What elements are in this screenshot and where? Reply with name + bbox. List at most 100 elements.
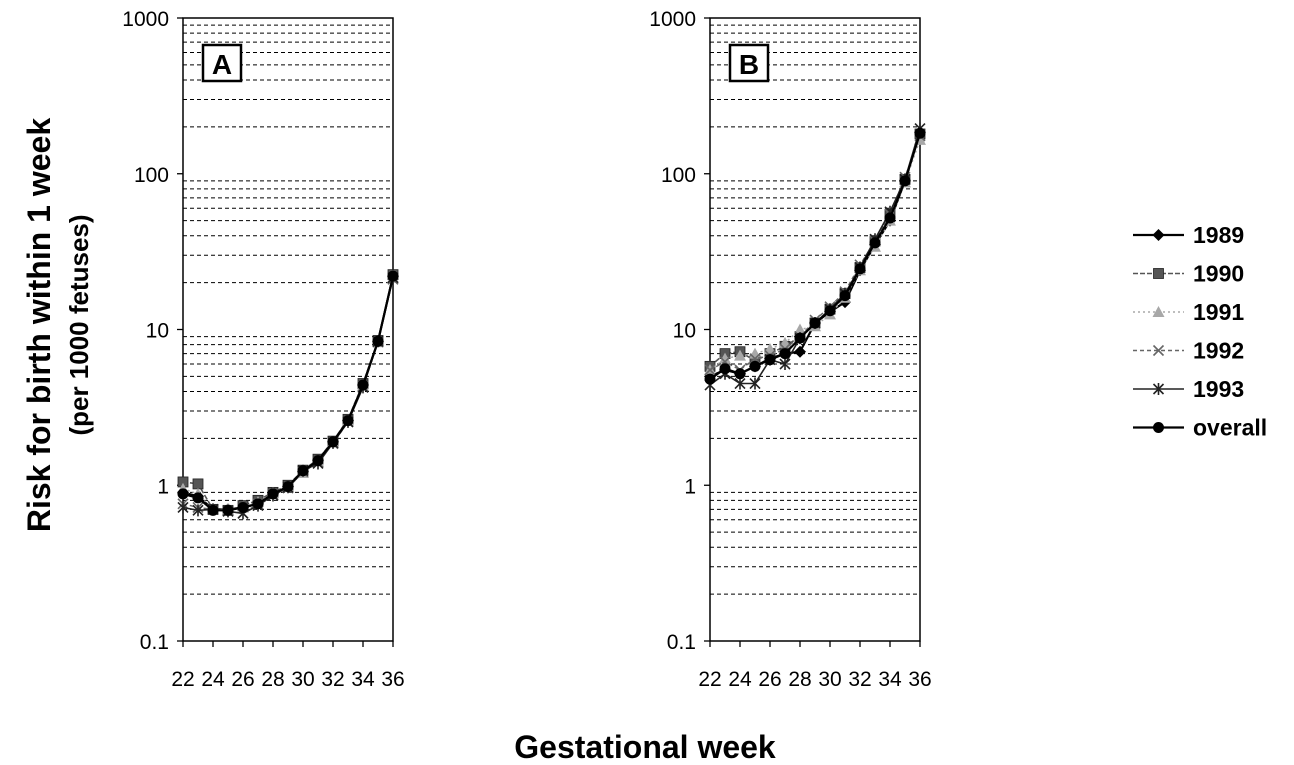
data-point-overall [357, 379, 369, 391]
data-point-overall [899, 175, 911, 187]
panel-label: B [739, 49, 759, 80]
y-tick-label: 0.1 [667, 631, 696, 654]
y-tick-label: 1000 [122, 8, 169, 31]
legend-label: overall [1193, 415, 1267, 441]
x-tick-label: 30 [291, 668, 314, 691]
legend-label: 1992 [1193, 338, 1244, 364]
data-point-overall [779, 348, 791, 360]
series-1989 [704, 126, 926, 383]
data-point-1990 [1153, 268, 1164, 279]
data-point-overall [372, 335, 384, 347]
x-tick-label: 28 [788, 668, 811, 691]
legend-entry-1993: 1993 [1133, 376, 1244, 402]
data-point-overall [192, 492, 204, 504]
x-tick-label: 32 [321, 668, 344, 691]
series-line-overall [709, 132, 922, 381]
x-tick-label: 24 [728, 668, 752, 691]
data-point-1992 [1152, 344, 1165, 357]
data-point-overall [282, 481, 294, 493]
data-point-overall [719, 363, 731, 375]
x-axis-title: Gestational week [514, 729, 776, 765]
y-tick-label: 10 [146, 320, 169, 343]
series-1991 [704, 133, 926, 375]
legend-label: 1991 [1193, 299, 1244, 325]
data-point-1993 [1152, 383, 1165, 395]
data-point-overall [207, 504, 219, 516]
x-tick-label: 22 [171, 668, 194, 691]
panel-tag: A [201, 43, 243, 83]
panel-tag: B [728, 43, 770, 83]
series-1989 [177, 270, 399, 516]
data-point-overall [327, 436, 339, 448]
x-tick-label: 32 [848, 668, 871, 691]
x-tick-label: 36 [381, 668, 404, 691]
legend-entry-1990: 1990 [1133, 261, 1244, 287]
series-line-1993 [182, 277, 394, 515]
y-axis-subtitle: (per 1000 fetuses) [64, 214, 94, 435]
data-point-1993 [779, 358, 791, 371]
series-line-1991 [182, 277, 394, 511]
data-point-1989 [794, 345, 806, 358]
legend-entry-1989: 1989 [1133, 222, 1244, 248]
data-point-overall [824, 305, 836, 317]
legend-entry-1991: 1991 [1133, 299, 1244, 325]
data-point-overall [237, 501, 249, 513]
panel-a: 0.1 1 10 100 1000 22 24 26 28 30 32 34 36 A [122, 8, 404, 691]
series-line-1990 [709, 133, 921, 367]
panel-label: A [212, 49, 232, 80]
data-point-overall [387, 270, 399, 282]
y-tick-label: 100 [134, 164, 169, 187]
data-point-overall [749, 360, 761, 372]
data-point-overall [177, 488, 189, 500]
data-point-overall [252, 498, 264, 510]
panel-b: 0.1 1 10 100 1000 22 24 26 28 30 32 34 36 B [649, 8, 931, 691]
series-1992 [704, 130, 926, 376]
data-point-overall [914, 127, 926, 139]
data-point-1993 [177, 501, 189, 514]
x-tick-label: 34 [878, 668, 902, 691]
data-point-1989 [1152, 229, 1165, 241]
series-1990 [177, 269, 399, 516]
data-point-overall [869, 237, 881, 249]
data-point-overall [1153, 422, 1164, 433]
data-point-1991 [764, 342, 776, 354]
data-point-1991 [734, 349, 746, 361]
data-point-overall [297, 465, 309, 477]
y-tick-label: 1 [684, 475, 696, 498]
x-tick-label: 28 [261, 668, 284, 691]
data-point-overall [794, 332, 806, 344]
series-line-1992 [709, 135, 921, 371]
legend: 1989 1990 1991 1992 1993 overall [1133, 222, 1267, 441]
legend-label: 1990 [1193, 261, 1244, 287]
x-tick-label: 22 [698, 668, 721, 691]
legend-label: 1993 [1193, 376, 1244, 402]
data-point-1993 [192, 504, 204, 517]
data-point-1991 [719, 352, 731, 364]
data-point-overall [764, 354, 776, 366]
y-tick-label: 1000 [649, 8, 696, 31]
data-point-overall [267, 488, 279, 500]
data-point-overall [839, 290, 851, 302]
data-point-overall [704, 373, 716, 385]
data-point-overall [734, 368, 746, 380]
data-point-overall [222, 504, 234, 516]
x-tick-label: 24 [201, 668, 225, 691]
data-point-1991 [1152, 306, 1165, 317]
data-point-1993 [749, 377, 761, 390]
x-tick-label: 34 [351, 668, 375, 691]
data-point-overall [312, 455, 324, 467]
y-tick-label: 0.1 [140, 631, 169, 654]
series-line-1989 [709, 131, 922, 378]
series-overall [177, 270, 399, 516]
legend-label: 1989 [1193, 222, 1244, 248]
series-overall [704, 127, 926, 385]
y-tick-label: 100 [661, 164, 696, 187]
y-tick-label: 10 [673, 320, 696, 343]
series-line-overall [182, 275, 395, 512]
x-tick-label: 26 [231, 668, 254, 691]
data-point-1991 [794, 323, 806, 335]
series-1991 [177, 271, 399, 515]
data-point-1990 [192, 478, 204, 490]
data-point-overall [854, 263, 866, 275]
